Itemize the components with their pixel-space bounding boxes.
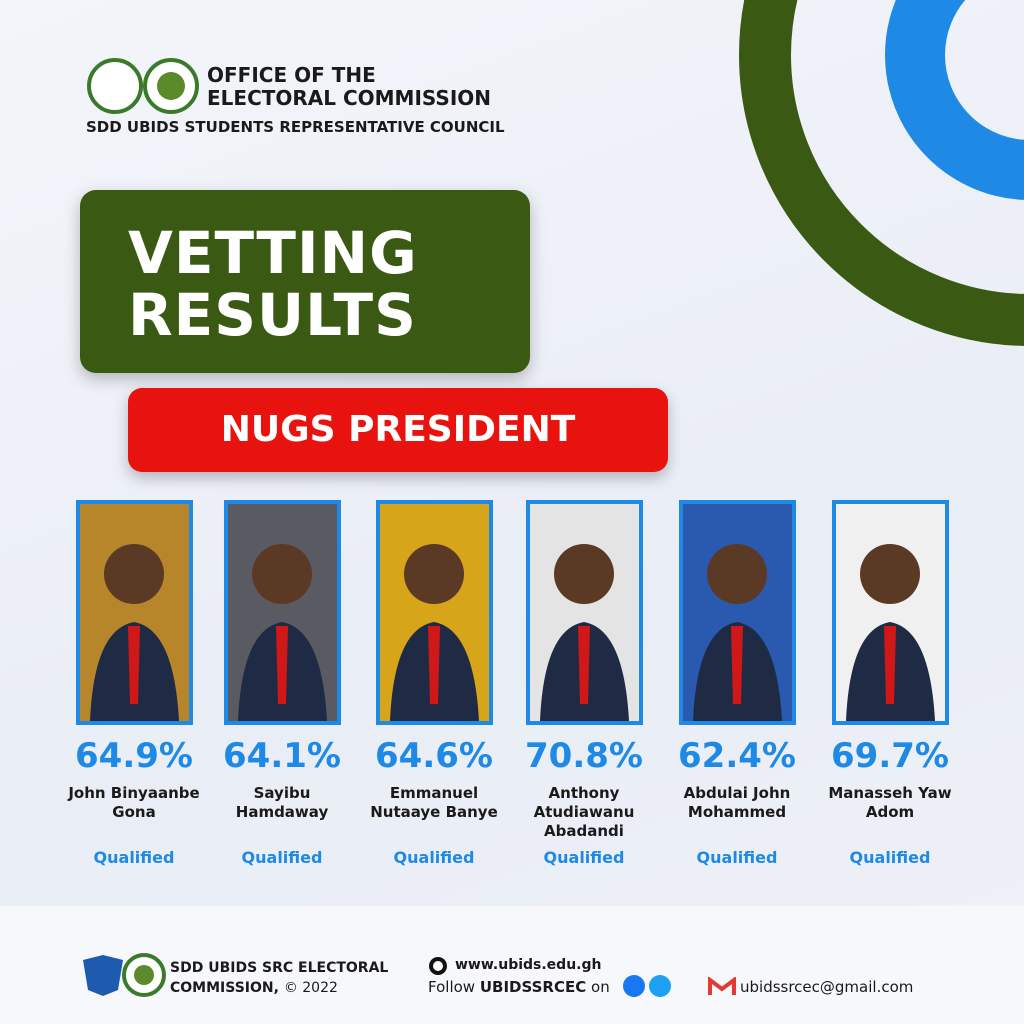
footer-email: ubidssrcec@gmail.com bbox=[740, 978, 914, 996]
silhouette bbox=[845, 544, 935, 721]
footer bbox=[0, 906, 1024, 1024]
title-box bbox=[80, 190, 530, 373]
silhouette bbox=[692, 544, 782, 721]
candidate-photo bbox=[75, 500, 193, 725]
candidate-photo bbox=[525, 500, 643, 725]
subtitle: NUGS PRESIDENT bbox=[220, 409, 576, 450]
social-icons bbox=[623, 975, 671, 997]
candidate-percent: 64.9% bbox=[75, 736, 193, 776]
candidate-percent: 64.1% bbox=[223, 736, 341, 776]
footer-logos bbox=[83, 953, 166, 997]
candidate-photo bbox=[831, 500, 949, 725]
candidate-photo bbox=[375, 500, 493, 725]
candidate-status: Qualified bbox=[93, 848, 175, 867]
footer-website: www.ubids.edu.gh bbox=[455, 957, 602, 973]
candidate-percent: 64.6% bbox=[375, 736, 493, 776]
silhouette bbox=[89, 544, 179, 721]
silhouette bbox=[539, 544, 629, 721]
subtitle-box bbox=[128, 388, 668, 472]
candidate-percent: 62.4% bbox=[678, 736, 796, 776]
candidate-name: Abdulai John Mohammed bbox=[683, 784, 791, 821]
silhouette bbox=[389, 544, 479, 721]
title: VETTING RESULTS bbox=[128, 219, 418, 349]
candidate-name: Manasseh Yaw Adom bbox=[828, 784, 952, 821]
mail-icon bbox=[708, 977, 736, 995]
candidate-photo bbox=[678, 500, 796, 725]
header-council: SDD UBIDS STUDENTS REPRESENTATIVE COUNCI… bbox=[86, 118, 505, 136]
candidate-status: Qualified bbox=[849, 848, 931, 867]
header-line: OFFICE OF THE ELECTORAL COMMISSION bbox=[207, 63, 491, 110]
silhouette bbox=[237, 544, 327, 721]
candidate-photo bbox=[223, 500, 341, 725]
candidate-name: Anthony Atudiawanu Abadandi bbox=[533, 784, 635, 840]
footer-follow: Follow UBIDSSRCEC on bbox=[428, 978, 610, 996]
candidate-status: Qualified bbox=[696, 848, 778, 867]
candidate-name: Emmanuel Nutaaye Banye bbox=[370, 784, 498, 821]
candidate-status: Qualified bbox=[393, 848, 475, 867]
footer-org: SDD UBIDS SRC ELECTORAL COMMISSION, © 20… bbox=[170, 960, 389, 996]
candidate-status: Qualified bbox=[241, 848, 323, 867]
candidate-percent: 70.8% bbox=[525, 736, 643, 776]
candidate-percent: 69.7% bbox=[831, 736, 949, 776]
web-icon bbox=[429, 957, 447, 975]
candidate-name: Sayibu Hamdaway bbox=[235, 784, 329, 821]
candidate-status: Qualified bbox=[543, 848, 625, 867]
candidate-name: John Binyaanbe Gona bbox=[68, 784, 200, 821]
